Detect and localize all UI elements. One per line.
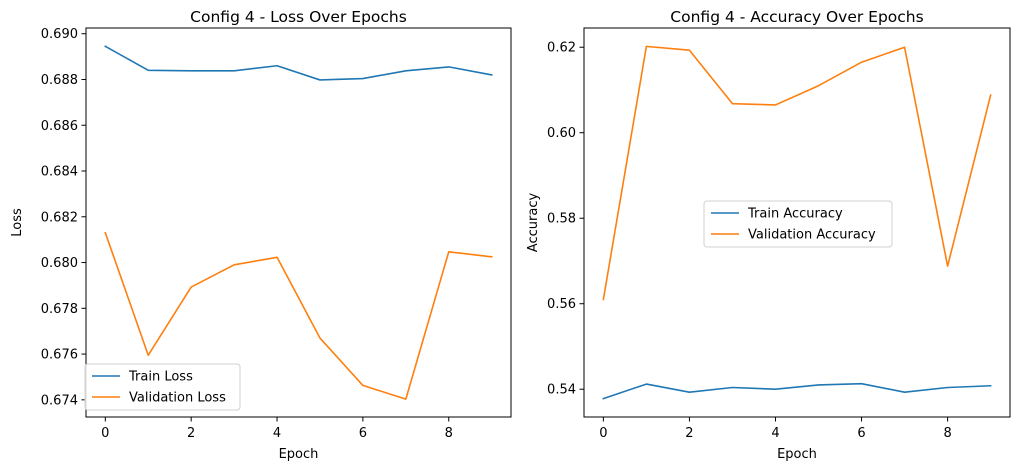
y-tick-label: 0.58 [547, 212, 576, 227]
series-line-train-accuracy [602, 382, 992, 400]
y-tick-label: 0.678 [41, 302, 78, 317]
y-tick-label: 0.686 [41, 119, 78, 134]
plot-frame [583, 27, 1011, 418]
x-tick-label: 6 [359, 426, 367, 441]
x-tick-label: 4 [273, 426, 281, 441]
series-line-train-loss [104, 45, 493, 81]
legend-box [703, 200, 893, 248]
x-axis-label: Epoch [777, 447, 817, 462]
x-tick-label: 0 [599, 426, 607, 441]
y-tick-label: 0.54 [547, 383, 576, 398]
x-tick-label: 4 [771, 426, 779, 441]
y-tick-label: 0.56 [547, 297, 576, 312]
legend-entry: Train Accuracy [747, 207, 843, 222]
y-tick-label: 0.676 [41, 348, 78, 363]
x-axis-label: Epoch [279, 447, 319, 462]
y-tick-label: 0.62 [547, 41, 576, 56]
chart-title: Config 4 - Accuracy Over Epochs [670, 8, 923, 26]
legend-entry: Train Loss [128, 370, 193, 385]
legend-box [84, 363, 241, 411]
legend-entry: Validation Accuracy [748, 228, 876, 243]
plot-frame [85, 27, 512, 418]
y-axis-label: Accuracy [526, 193, 541, 253]
x-tick-label: 8 [943, 426, 951, 441]
y-tick-label: 0.674 [41, 393, 78, 408]
x-tick-label: 0 [101, 426, 109, 441]
x-tick-label: 2 [685, 426, 693, 441]
chart-panel-2: 0 2 4 6 8 0.54 0.56 0.58 0.60 0.62 Config 4 - Accu… [526, 8, 1011, 462]
series-line-validation-loss [104, 231, 493, 400]
chart-panel-1: 0 2 4 6 8 0.674 0.676 0.678 0.680 0.682 0.684 0.686… [10, 8, 512, 462]
series-line-validation-accuracy [602, 45, 992, 301]
legend-entry: Validation Loss [129, 391, 226, 406]
chart-title: Config 4 - Loss Over Epochs [190, 8, 407, 26]
y-tick-label: 0.688 [41, 73, 78, 88]
y-axis-label: Loss [10, 208, 25, 237]
x-tick-label: 2 [187, 426, 195, 441]
y-tick-label: 0.680 [41, 256, 78, 271]
legend: Train Accuracy Validation Accuracy [703, 200, 893, 248]
y-tick-label: 0.60 [547, 126, 576, 141]
y-tick-label: 0.682 [41, 210, 78, 225]
y-tick-label: 0.690 [41, 27, 78, 42]
x-tick-label: 6 [857, 426, 865, 441]
x-tick-label: 8 [445, 426, 453, 441]
legend: Train Loss Validation Loss [84, 363, 241, 411]
y-tick-label: 0.684 [41, 165, 78, 180]
